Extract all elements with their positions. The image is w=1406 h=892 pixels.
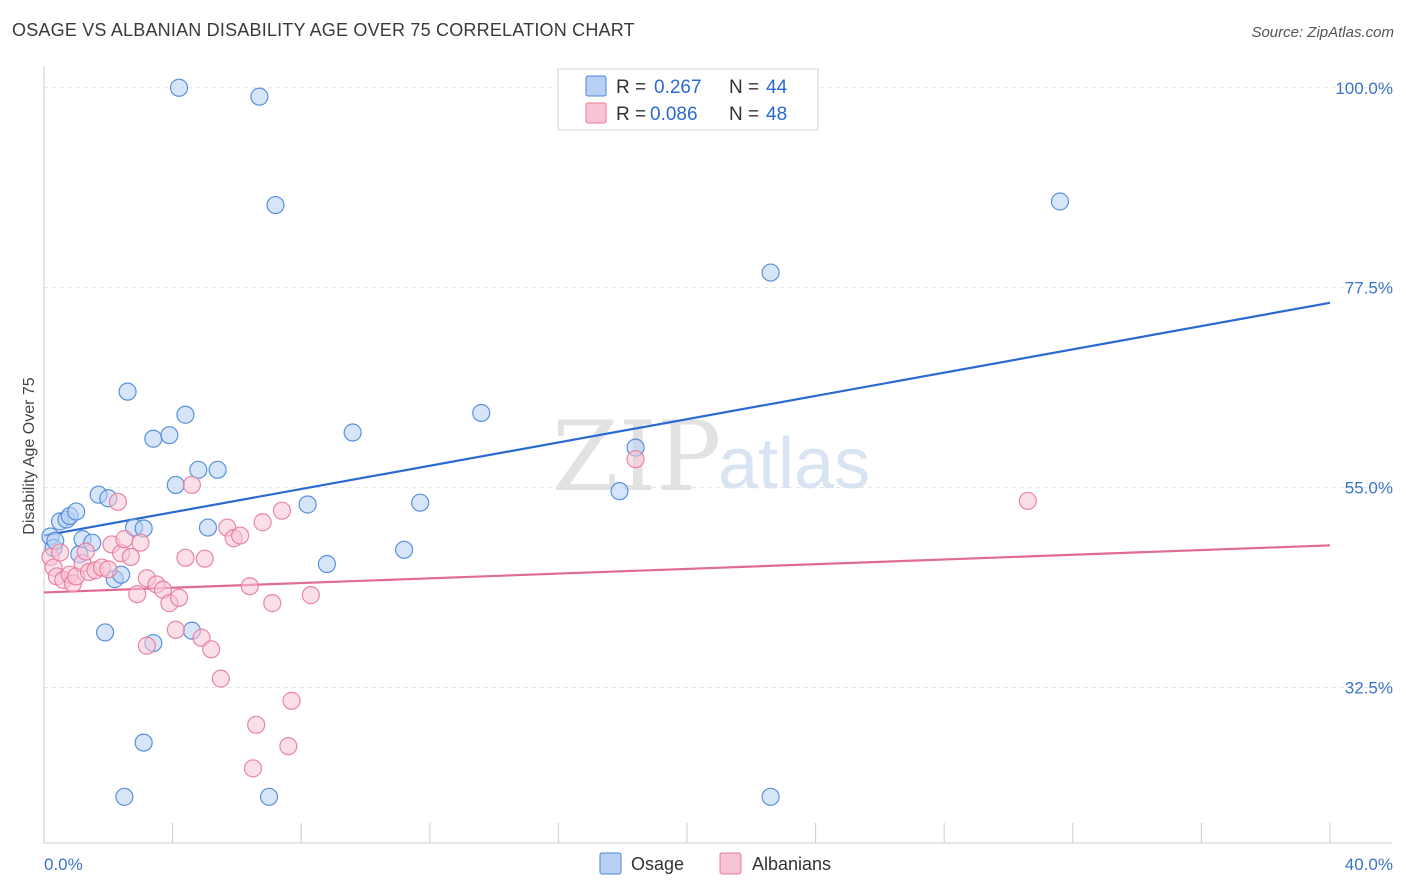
- point-osage-39: [115, 787, 134, 806]
- point-osage-26: [266, 195, 285, 215]
- point-albanians-14: [108, 492, 128, 511]
- y-tick-label-1: 77.5%: [1345, 279, 1393, 298]
- legend-bottom-swatch-osage: [599, 852, 622, 875]
- point-albanians-33: [240, 577, 259, 596]
- chart-source: Source: ZipAtlas.com: [1251, 24, 1394, 41]
- legend-top: R = 0.267 N = 44 R = 0.086 N = 48: [557, 68, 819, 131]
- point-albanians-26: [182, 475, 201, 495]
- point-albanians-28: [202, 640, 221, 659]
- axes: [43, 66, 1392, 844]
- point-albanians-29: [211, 669, 230, 688]
- legend-swatch-osage: [585, 75, 607, 97]
- legend-swatch-albanians: [585, 102, 607, 124]
- point-albanians-46: [1018, 491, 1037, 511]
- point-albanians-39: [243, 759, 263, 778]
- legend-n-label-albanians: N =: [729, 104, 759, 125]
- point-osage-29: [343, 423, 362, 442]
- point-osage-21: [189, 460, 208, 479]
- legend-r-value-albanians: 0.086: [650, 104, 698, 125]
- point-albanians-3: [50, 543, 70, 562]
- point-osage-30: [411, 493, 430, 512]
- point-osage-14: [118, 382, 137, 401]
- point-albanians-17: [121, 547, 140, 567]
- point-albanians-44: [253, 513, 272, 532]
- point-osage-32: [472, 403, 491, 423]
- point-albanians-36: [272, 501, 292, 520]
- legend-n-value-osage: 44: [766, 77, 788, 98]
- point-albanians-25: [176, 548, 195, 567]
- point-osage-38: [134, 733, 153, 752]
- point-osage-42: [1050, 192, 1070, 211]
- point-osage-18: [160, 426, 179, 445]
- trend-line-albanians: [43, 544, 1331, 594]
- tick-labels: 100.0% 77.5% 55.0% 32.5% 0.0% 40.0%: [44, 79, 1393, 874]
- point-osage-31: [394, 540, 414, 559]
- y-tick-label-0: 100.0%: [1335, 79, 1393, 98]
- legend-r-label-osage: R =: [616, 77, 646, 98]
- point-albanians-35: [263, 594, 282, 613]
- point-albanians-43: [195, 549, 214, 568]
- point-albanians-24: [169, 588, 189, 607]
- point-albanians-40: [279, 737, 298, 756]
- point-osage-28: [317, 554, 337, 574]
- point-albanians-45: [626, 450, 645, 469]
- point-osage-23: [208, 460, 227, 479]
- point-albanians-42: [137, 636, 156, 655]
- watermark: ZIP atlas: [552, 401, 870, 513]
- point-osage-20: [176, 405, 195, 424]
- watermark-atlas: atlas: [718, 424, 870, 504]
- point-osage-22: [198, 518, 218, 537]
- point-osage-40: [259, 787, 279, 806]
- point-albanians-12: [99, 560, 118, 579]
- point-albanians-34: [247, 715, 266, 734]
- chart-title: OSAGE VS ALBANIAN DISABILITY AGE OVER 75…: [12, 20, 635, 40]
- point-osage-24: [169, 78, 189, 97]
- legend-bottom-label-albanians: Albanians: [752, 854, 831, 874]
- point-osage-41: [761, 263, 780, 282]
- point-osage-19: [166, 475, 185, 495]
- legend-n-value-albanians: 48: [766, 104, 787, 125]
- legend-r-value-osage: 0.267: [654, 77, 702, 98]
- legend-bottom-label-osage: Osage: [631, 854, 684, 874]
- legend-r-label-albanians: R =: [616, 104, 646, 125]
- point-osage-33: [610, 482, 629, 501]
- point-albanians-38: [301, 586, 320, 605]
- point-albanians-18: [128, 585, 147, 604]
- point-osage-25: [250, 87, 269, 106]
- trend-line-osage: [43, 301, 1331, 537]
- point-osage-17: [144, 429, 163, 448]
- point-albanians-32: [231, 526, 250, 545]
- legend-n-label-osage: N =: [729, 77, 759, 98]
- data-points: [41, 78, 1070, 806]
- x-tick-label-0: 0.0%: [44, 855, 83, 874]
- point-albanians-47: [76, 542, 95, 561]
- point-albanians-16: [115, 530, 134, 549]
- legend-bottom-swatch-albanians: [719, 852, 742, 875]
- point-osage-35: [95, 623, 115, 642]
- point-osage-43: [761, 787, 780, 806]
- y-tick-label-3: 32.5%: [1345, 679, 1393, 698]
- point-albanians-37: [282, 691, 301, 710]
- y-axis-label: Disability Age Over 75: [21, 377, 38, 535]
- point-albanians-19: [131, 533, 150, 552]
- point-osage-6: [67, 502, 86, 521]
- grid-lines: [44, 87, 1392, 689]
- point-albanians-41: [166, 620, 185, 639]
- y-tick-label-2: 55.0%: [1345, 479, 1393, 498]
- x-tick-label-1: 40.0%: [1345, 855, 1393, 874]
- point-osage-27: [298, 495, 317, 514]
- legend-bottom: Osage Albanians: [599, 852, 831, 875]
